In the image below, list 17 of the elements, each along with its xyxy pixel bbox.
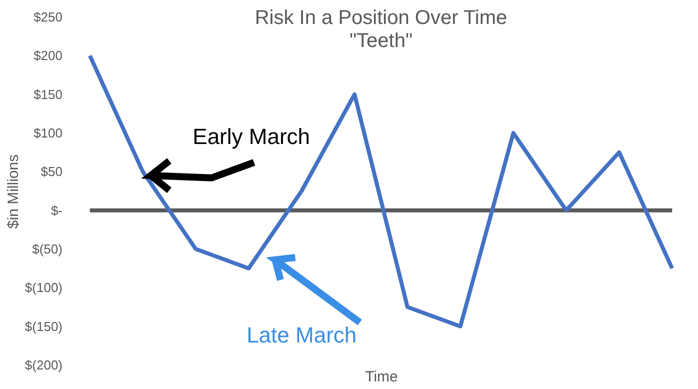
chart-title: Risk In a Position Over Time — [254, 7, 508, 29]
y-tick-label: $(100) — [24, 280, 62, 296]
annotation: Late March — [246, 322, 357, 348]
line-series — [88, 54, 674, 328]
y-tick-label: $250 — [34, 10, 62, 24]
annotation: Early March — [192, 124, 310, 149]
y-tick-label: $(150) — [24, 318, 62, 334]
y-tick-label: $150 — [34, 86, 62, 102]
x-axis-title: Time — [365, 368, 398, 386]
y-axis-title: $in Millions — [4, 154, 22, 229]
y-tick-label: $200 — [34, 48, 62, 64]
y-tick-label: $100 — [34, 126, 62, 140]
y-tick-label: $50 — [40, 164, 62, 180]
y-tick-label: $- — [50, 202, 62, 218]
y-tick-label: $(200) — [24, 358, 62, 372]
y-tick-label: $(50) — [32, 242, 62, 256]
text: "Teeth" — [349, 30, 413, 52]
